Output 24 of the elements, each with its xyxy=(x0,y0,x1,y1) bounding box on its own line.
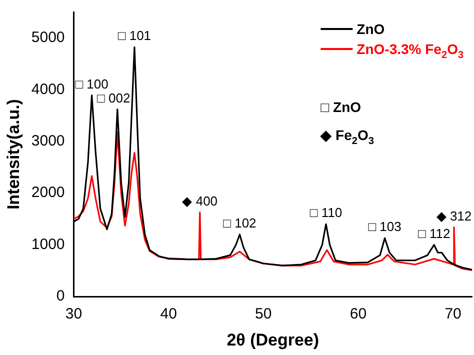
y-tick-label: 3000 xyxy=(31,132,65,150)
y-tick-label: 2000 xyxy=(31,184,65,202)
annotation: □ ZnO xyxy=(320,99,362,115)
annotation: ◆ 312 xyxy=(436,208,472,224)
x-tick-label: 70 xyxy=(444,306,462,323)
y-axis-title: Intensity(a.u.) xyxy=(4,99,23,210)
annotation: □ 101 xyxy=(118,28,152,44)
x-axis-title: 2θ (Degree) xyxy=(226,330,320,350)
x-tick-label: 40 xyxy=(160,306,177,323)
legend-label: ZnO xyxy=(356,21,385,37)
annotation: □ 103 xyxy=(368,219,402,234)
x-tick-label: 60 xyxy=(350,306,367,323)
annotation: □ 100 xyxy=(75,76,108,92)
x-tick-label: 50 xyxy=(255,306,272,323)
y-tick-label: 5000 xyxy=(31,29,65,46)
annotation: □ 110 xyxy=(310,205,342,220)
annotation: □ 102 xyxy=(223,216,256,231)
y-tick-label: 0 xyxy=(56,288,65,305)
annotation: □ 002 xyxy=(97,90,130,106)
y-tick-label: 4000 xyxy=(31,80,65,98)
annotation: □ 112 xyxy=(418,226,450,241)
annotation: ◆ 400 xyxy=(182,193,218,208)
x-tick-label: 30 xyxy=(65,306,82,323)
y-tick-label: 1000 xyxy=(31,236,65,253)
